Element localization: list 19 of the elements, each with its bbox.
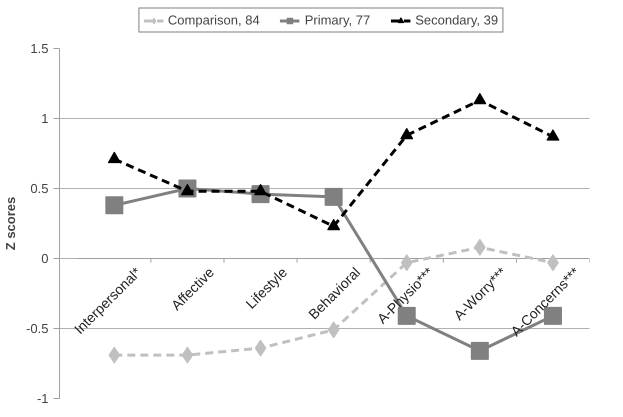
y-tick-label: -0.5 (26, 321, 49, 336)
point (105, 196, 124, 214)
y-tick-label: 0.5 (30, 181, 49, 196)
point (324, 188, 343, 206)
point (473, 92, 486, 104)
point (546, 129, 560, 141)
y-axis-title: Z scores (3, 196, 18, 250)
point (470, 342, 489, 360)
point (108, 346, 120, 364)
y-tick-label: 1 (41, 111, 49, 126)
y-tick-label: 1.5 (30, 41, 49, 56)
legend-label: Primary, 77 (304, 12, 370, 28)
legend-label: Comparison, 84 (168, 12, 260, 28)
y-tick-label: -1 (36, 391, 49, 406)
point (327, 218, 340, 230)
point (400, 128, 414, 140)
point (108, 152, 121, 164)
y-tick-label: 0 (41, 251, 49, 266)
legend-label: Secondary, 39 (415, 12, 498, 28)
